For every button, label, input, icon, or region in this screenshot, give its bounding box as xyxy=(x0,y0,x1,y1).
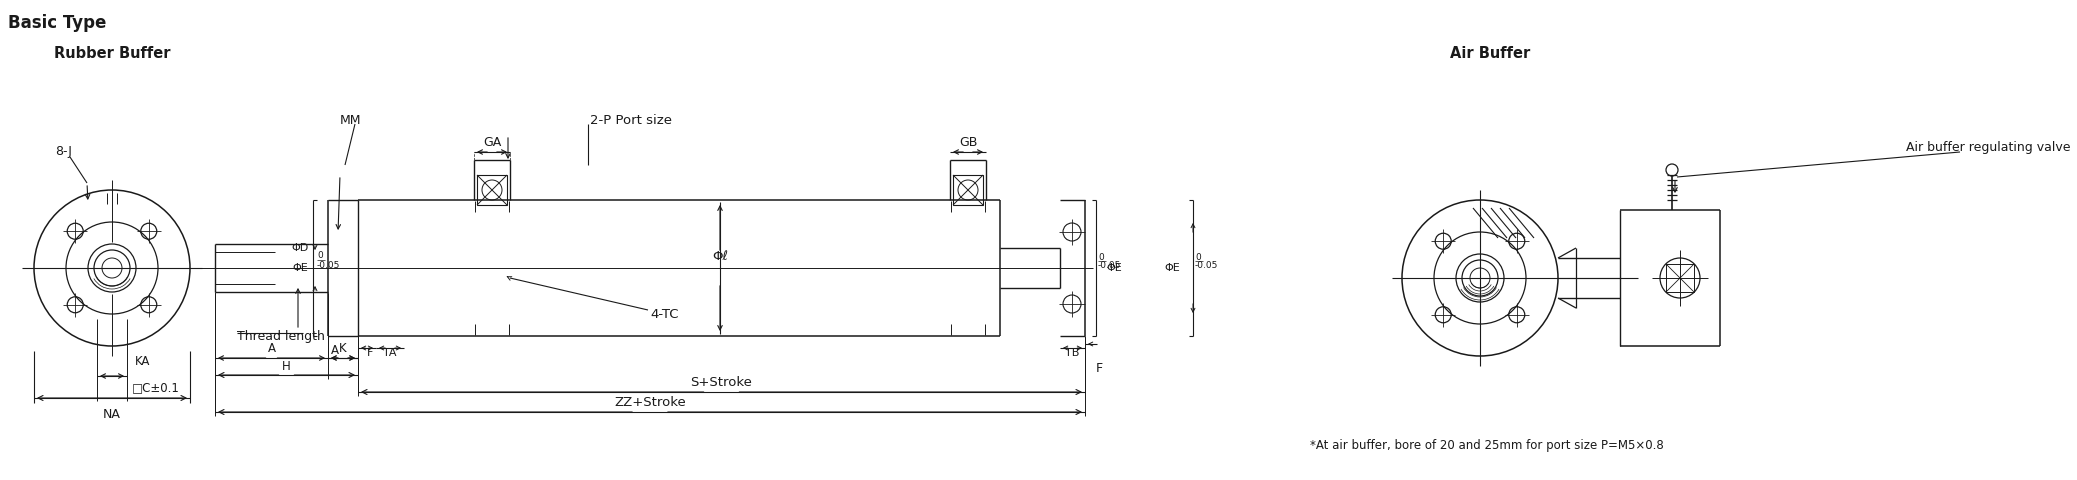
Text: 4-TC: 4-TC xyxy=(650,309,679,322)
Bar xyxy=(1666,264,1695,292)
Text: 0: 0 xyxy=(1099,253,1103,263)
Text: *At air buffer, bore of 20 and 25mm for port size P=M5×0.8: *At air buffer, bore of 20 and 25mm for … xyxy=(1311,439,1664,452)
Text: A: A xyxy=(268,343,276,356)
Bar xyxy=(953,175,982,205)
Text: -0.05: -0.05 xyxy=(1099,262,1122,271)
Text: Basic Type: Basic Type xyxy=(8,14,106,32)
Text: ZZ+Stroke: ZZ+Stroke xyxy=(615,396,685,409)
Text: GA: GA xyxy=(482,136,501,149)
Text: TB: TB xyxy=(1066,348,1080,358)
Text: ΦE: ΦE xyxy=(1105,263,1122,273)
Text: NA: NA xyxy=(104,408,120,421)
Text: A: A xyxy=(330,344,339,357)
Bar xyxy=(478,175,507,205)
Text: Thread length: Thread length xyxy=(237,330,324,343)
Text: F: F xyxy=(1095,361,1103,374)
Text: 0: 0 xyxy=(318,252,322,261)
Text: K: K xyxy=(339,343,347,356)
Text: ΦE: ΦE xyxy=(1165,263,1180,273)
Text: □C±0.1: □C±0.1 xyxy=(133,381,181,394)
Text: 2-P Port size: 2-P Port size xyxy=(590,113,673,127)
Text: Air Buffer: Air Buffer xyxy=(1450,46,1531,61)
Text: F: F xyxy=(368,348,374,358)
Text: Φℓ: Φℓ xyxy=(712,250,729,263)
Text: Air buffer regulating valve: Air buffer regulating valve xyxy=(1905,142,2071,155)
Text: GB: GB xyxy=(960,136,976,149)
Text: ΦD: ΦD xyxy=(291,243,309,253)
Text: H: H xyxy=(282,360,291,372)
Text: TA: TA xyxy=(384,348,397,358)
Text: KA: KA xyxy=(135,355,150,368)
Text: ΦE: ΦE xyxy=(293,263,307,273)
Text: 8-J: 8-J xyxy=(54,145,73,158)
Text: Rubber Buffer: Rubber Buffer xyxy=(54,46,170,61)
Text: S+Stroke: S+Stroke xyxy=(690,376,752,389)
Text: 0: 0 xyxy=(1194,253,1201,263)
Text: -0.05: -0.05 xyxy=(318,261,341,269)
Text: -0.05: -0.05 xyxy=(1194,262,1219,271)
Text: MM: MM xyxy=(341,113,361,127)
